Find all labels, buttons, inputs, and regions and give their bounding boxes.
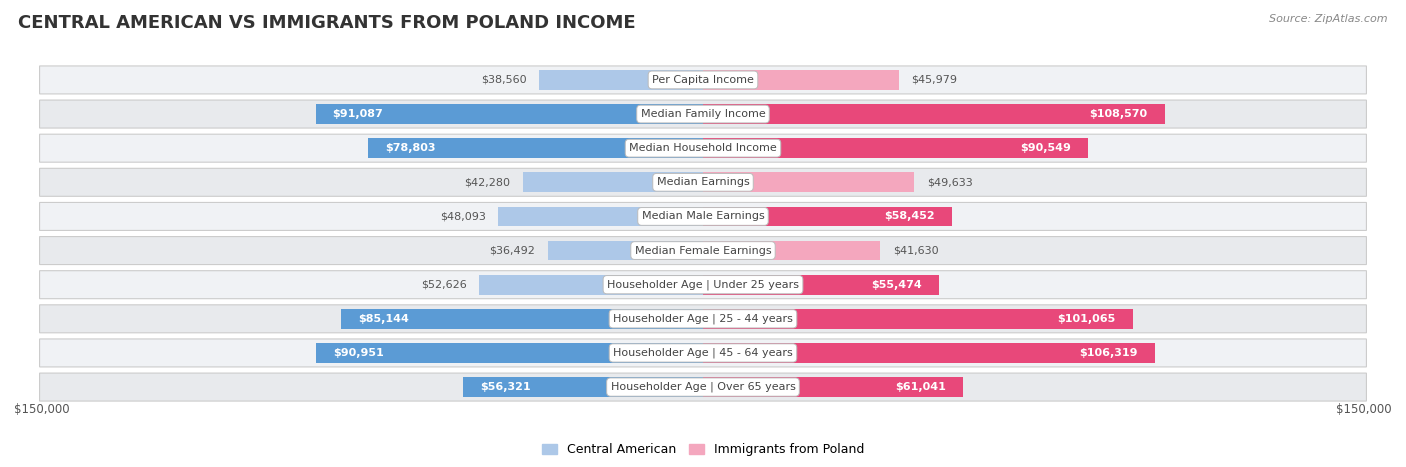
Text: $41,630: $41,630 xyxy=(893,246,938,255)
FancyBboxPatch shape xyxy=(39,66,1367,94)
Text: $101,065: $101,065 xyxy=(1057,314,1116,324)
Text: $150,000: $150,000 xyxy=(1336,403,1392,416)
Bar xyxy=(315,104,703,124)
Text: $61,041: $61,041 xyxy=(894,382,946,392)
Bar xyxy=(548,241,703,261)
Bar xyxy=(340,309,703,329)
Text: $58,452: $58,452 xyxy=(884,212,935,221)
Bar xyxy=(538,70,703,90)
Bar xyxy=(703,343,1156,363)
Bar xyxy=(499,206,703,226)
Text: $56,321: $56,321 xyxy=(481,382,531,392)
Bar xyxy=(464,377,703,397)
Text: $90,951: $90,951 xyxy=(333,348,384,358)
FancyBboxPatch shape xyxy=(39,373,1367,401)
Bar xyxy=(479,275,703,295)
FancyBboxPatch shape xyxy=(39,339,1367,367)
Bar xyxy=(703,138,1088,158)
Text: $42,280: $42,280 xyxy=(464,177,510,187)
Text: $55,474: $55,474 xyxy=(872,280,922,290)
Text: $38,560: $38,560 xyxy=(481,75,526,85)
Bar xyxy=(703,275,939,295)
Text: Householder Age | Under 25 years: Householder Age | Under 25 years xyxy=(607,279,799,290)
Bar xyxy=(703,241,880,261)
Bar xyxy=(316,343,703,363)
Legend: Central American, Immigrants from Poland: Central American, Immigrants from Poland xyxy=(537,439,869,461)
Bar xyxy=(703,70,898,90)
Bar xyxy=(368,138,703,158)
Bar xyxy=(703,172,914,192)
Text: $85,144: $85,144 xyxy=(359,314,409,324)
Text: Median Household Income: Median Household Income xyxy=(628,143,778,153)
Text: $108,570: $108,570 xyxy=(1090,109,1147,119)
FancyBboxPatch shape xyxy=(39,237,1367,264)
Text: Median Earnings: Median Earnings xyxy=(657,177,749,187)
FancyBboxPatch shape xyxy=(39,168,1367,196)
Text: $49,633: $49,633 xyxy=(927,177,973,187)
Text: Median Family Income: Median Family Income xyxy=(641,109,765,119)
Bar xyxy=(703,309,1133,329)
FancyBboxPatch shape xyxy=(39,203,1367,230)
Text: Median Female Earnings: Median Female Earnings xyxy=(634,246,772,255)
Bar xyxy=(703,104,1164,124)
Text: $150,000: $150,000 xyxy=(14,403,70,416)
Text: Householder Age | Over 65 years: Householder Age | Over 65 years xyxy=(610,382,796,392)
Text: Householder Age | 25 - 44 years: Householder Age | 25 - 44 years xyxy=(613,313,793,324)
Bar xyxy=(703,377,963,397)
Text: Median Male Earnings: Median Male Earnings xyxy=(641,212,765,221)
Text: $90,549: $90,549 xyxy=(1021,143,1071,153)
FancyBboxPatch shape xyxy=(39,134,1367,162)
FancyBboxPatch shape xyxy=(39,100,1367,128)
Text: $36,492: $36,492 xyxy=(489,246,536,255)
Text: $106,319: $106,319 xyxy=(1080,348,1137,358)
FancyBboxPatch shape xyxy=(39,305,1367,333)
Text: $78,803: $78,803 xyxy=(385,143,436,153)
Text: $48,093: $48,093 xyxy=(440,212,485,221)
Text: Per Capita Income: Per Capita Income xyxy=(652,75,754,85)
Text: $91,087: $91,087 xyxy=(333,109,384,119)
Bar xyxy=(523,172,703,192)
FancyBboxPatch shape xyxy=(39,271,1367,299)
Text: Householder Age | 45 - 64 years: Householder Age | 45 - 64 years xyxy=(613,348,793,358)
Bar xyxy=(703,206,952,226)
Text: $45,979: $45,979 xyxy=(911,75,957,85)
Text: $52,626: $52,626 xyxy=(420,280,467,290)
Text: Source: ZipAtlas.com: Source: ZipAtlas.com xyxy=(1270,14,1388,24)
Text: CENTRAL AMERICAN VS IMMIGRANTS FROM POLAND INCOME: CENTRAL AMERICAN VS IMMIGRANTS FROM POLA… xyxy=(18,14,636,32)
